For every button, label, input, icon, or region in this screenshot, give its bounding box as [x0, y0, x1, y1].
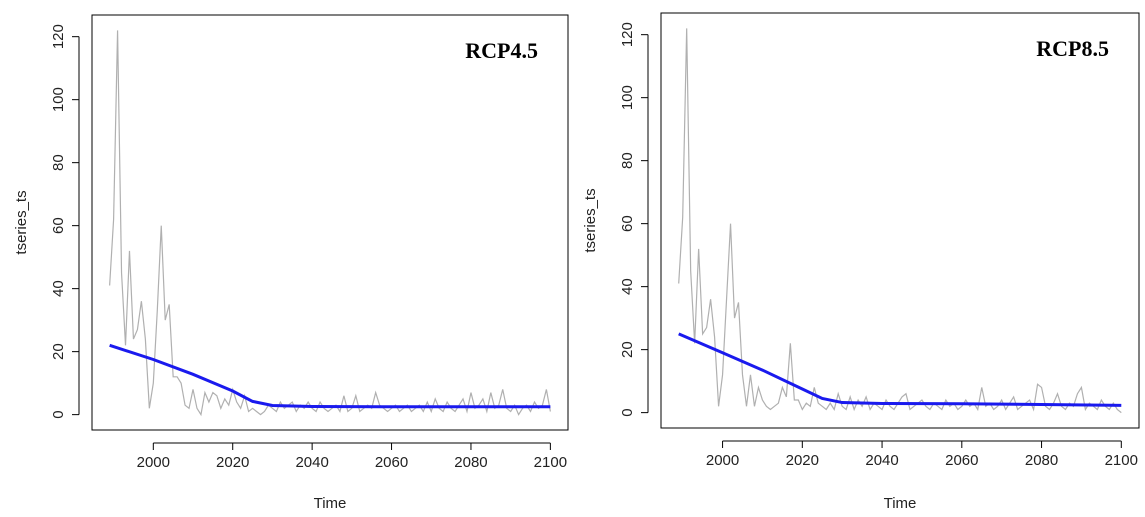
x-tick-label: 2020	[786, 452, 819, 469]
x-tick-label: 2080	[1025, 452, 1058, 469]
annotation: RCP8.5	[1036, 36, 1109, 61]
y-tick-label: 120	[50, 24, 67, 49]
y-tick-label: 40	[50, 280, 67, 297]
y-tick-label: 80	[50, 154, 67, 171]
y-tick-label: 20	[50, 343, 67, 360]
y-tick-label: 40	[619, 278, 636, 295]
y-axis-label: tseries_ts	[582, 188, 599, 252]
x-tick-label: 2080	[454, 454, 487, 471]
x-tick-label: 2000	[706, 452, 739, 469]
x-tick-label: 2060	[945, 452, 978, 469]
y-tick-label: 20	[619, 341, 636, 358]
x-axis-label: Time	[884, 495, 917, 512]
x-tick-label: 2100	[534, 454, 567, 471]
y-tick-label: 100	[50, 87, 67, 112]
y-tick-label: 0	[619, 408, 636, 416]
x-tick-label: 2040	[295, 454, 328, 471]
x-tick-label: 2100	[1105, 452, 1138, 469]
y-tick-label: 120	[619, 22, 636, 47]
y-tick-label: 60	[619, 215, 636, 232]
annotation: RCP4.5	[465, 38, 538, 63]
data-line	[678, 28, 1122, 414]
x-tick-label: 2000	[137, 454, 170, 471]
y-tick-label: 0	[50, 410, 67, 418]
plot-frame	[660, 12, 1140, 429]
data-line	[109, 30, 551, 417]
y-axis-label: tseries_ts	[13, 190, 30, 254]
y-tick-label: 80	[619, 152, 636, 169]
trend-line	[678, 332, 1122, 407]
trend-line	[109, 343, 551, 409]
y-tick-label: 100	[619, 85, 636, 110]
x-tick-label: 2040	[865, 452, 898, 469]
plot-frame	[91, 14, 569, 431]
x-tick-label: 2020	[216, 454, 249, 471]
x-axis-label: Time	[314, 495, 347, 512]
x-tick-label: 2060	[375, 454, 408, 471]
y-tick-label: 60	[50, 217, 67, 234]
